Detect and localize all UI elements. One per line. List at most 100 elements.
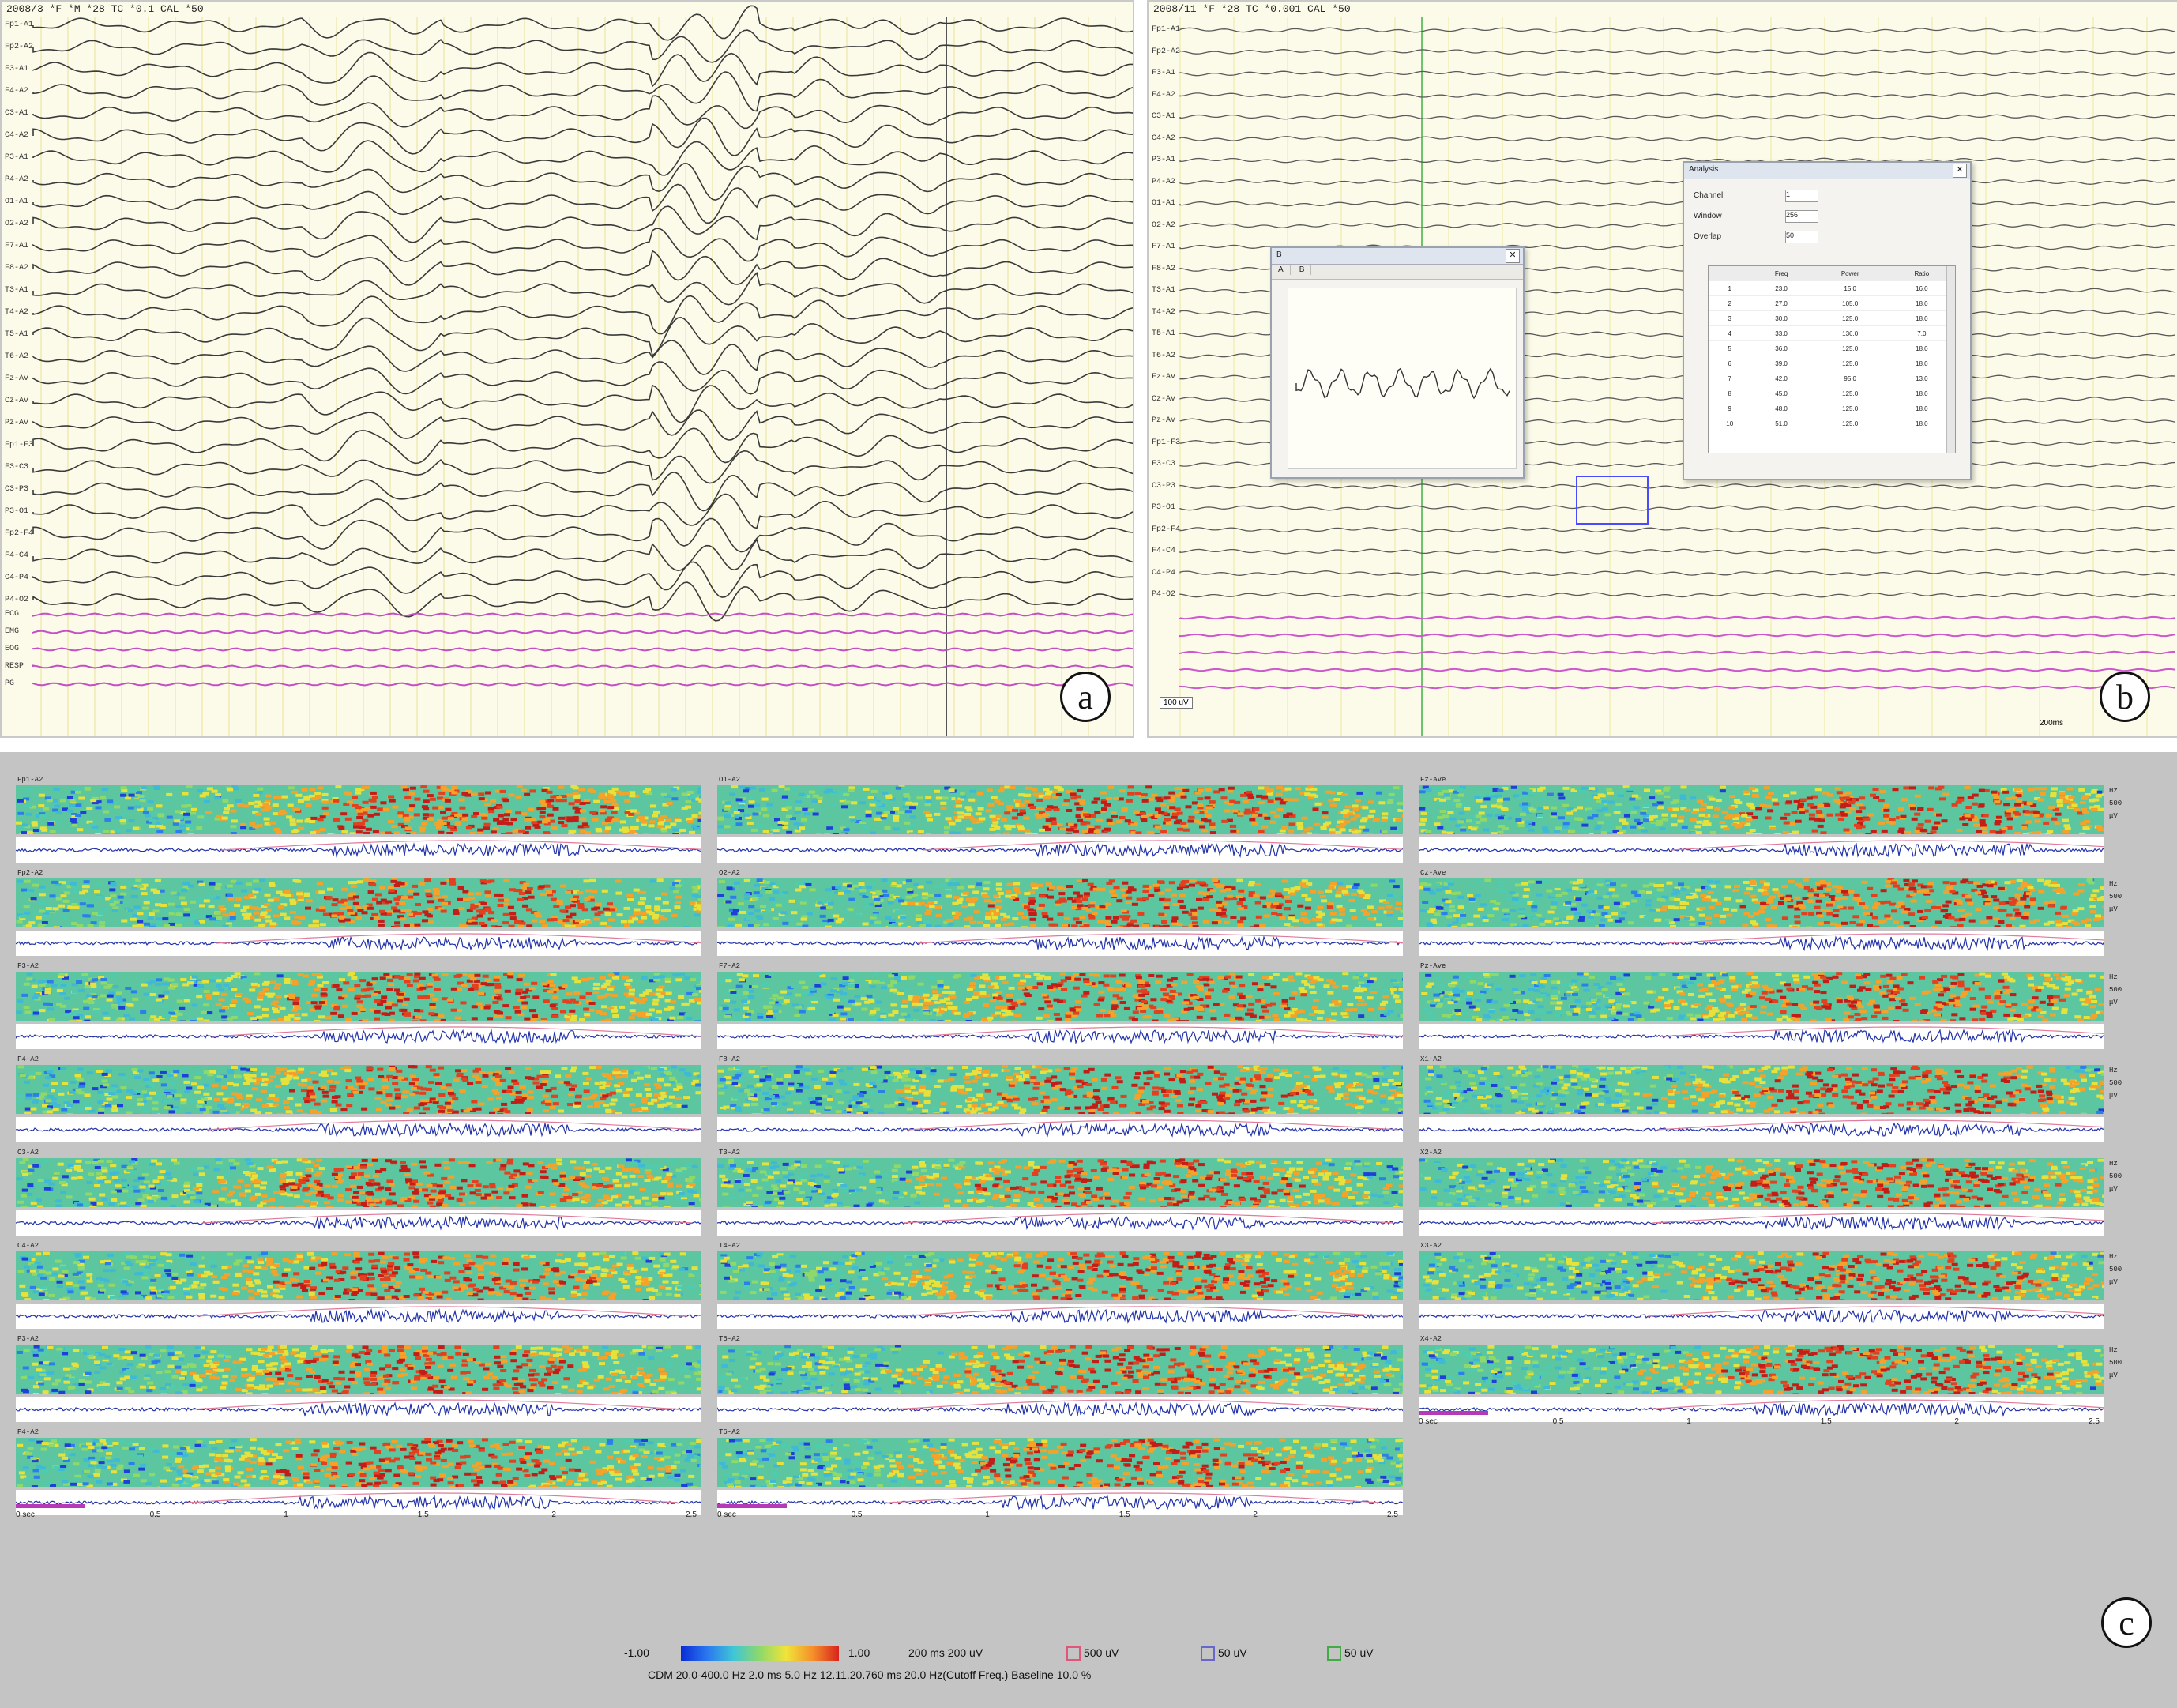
close-icon[interactable]: ✕	[1953, 164, 1967, 178]
table-row[interactable]: 7 42.0 95.0 13.0	[1709, 371, 1955, 386]
time-axis: 0 sec 0.5 1 1.5 2 2.5	[16, 1504, 701, 1525]
panel-b-label: b	[2100, 672, 2150, 722]
waveform-window[interactable]: B ✕ A B	[1270, 246, 1525, 479]
table-cell: 45.0	[1750, 386, 1812, 401]
tf-map-block[interactable]: O2-A2	[717, 869, 1403, 957]
time-tick-label: 1.5	[417, 1510, 429, 1519]
table-row[interactable]: 6 39.0 125.0 18.0	[1709, 356, 1955, 371]
tab-a[interactable]: A	[1272, 265, 1291, 275]
tf-side-label: μV	[2109, 1371, 2118, 1379]
channel-label: F4-C4	[5, 551, 29, 560]
tab-b[interactable]: B	[1293, 265, 1312, 275]
table-header-cell[interactable]: Power	[1811, 266, 1889, 281]
tf-heatmap	[1419, 1158, 2104, 1207]
channel-label: Fp2-F4	[5, 529, 34, 538]
tf-side-label: Hz	[2109, 1253, 2118, 1261]
time-tick-label: 1.5	[1820, 1417, 1832, 1426]
table-row[interactable]: 10 51.0 125.0 18.0	[1709, 416, 1955, 431]
colorbar	[681, 1646, 839, 1661]
table-cell: 6	[1709, 356, 1751, 371]
channel-label: O2-A2	[5, 220, 29, 228]
channel-label: F7-A1	[1152, 243, 1176, 251]
tf-map-block[interactable]: T5-A2	[717, 1335, 1403, 1424]
tf-map-block[interactable]: X1-A2	[1419, 1055, 2104, 1144]
table-header-cell[interactable]: Ratio	[1888, 266, 1955, 281]
channel-label: Fp2-A2	[1152, 47, 1181, 56]
tf-map-block[interactable]: Fz-Ave	[1419, 776, 2104, 864]
table-row[interactable]: 4 33.0 136.0 7.0	[1709, 325, 1955, 341]
tf-map-block[interactable]: X3-A2	[1419, 1242, 2104, 1330]
tf-map-block[interactable]: T6-A2	[717, 1428, 1403, 1517]
eeg-panel-a: 2008/3 *F *M *28 TC *0.1 CAL *50 Fp1-A1 F…	[0, 0, 1134, 738]
tf-channel-label: F7-A2	[719, 962, 741, 970]
tf-map-block[interactable]: T4-A2	[717, 1242, 1403, 1330]
param-field-window[interactable]: 256	[1785, 210, 1818, 223]
tf-map-block[interactable]: Fp2-A2	[16, 869, 701, 957]
table-header-cell[interactable]: Freq	[1750, 266, 1812, 281]
tf-side-label: Hz	[2109, 787, 2118, 795]
panel-c-label: c	[2101, 1597, 2152, 1648]
tf-waveform	[16, 837, 701, 863]
table-row[interactable]: 8 45.0 125.0 18.0	[1709, 386, 1955, 401]
tf-map-block[interactable]: F4-A2	[16, 1055, 701, 1144]
analysis-window[interactable]: Analysis ✕ Channel 1 Window 256 Overlap …	[1683, 161, 1972, 480]
table-cell: 18.0	[1888, 295, 1955, 311]
table-row[interactable]: 2 27.0 105.0 18.0	[1709, 295, 1955, 311]
channel-label: T4-A2	[1152, 307, 1176, 317]
table-row[interactable]: 3 30.0 125.0 18.0	[1709, 310, 1955, 326]
table-row[interactable]: 9 48.0 125.0 18.0	[1709, 401, 1955, 416]
table-row[interactable]: 5 36.0 125.0 18.0	[1709, 340, 1955, 356]
tf-heatmap	[16, 1345, 701, 1394]
channel-label: RESP	[5, 662, 24, 671]
tf-map-block[interactable]: F7-A2	[717, 962, 1403, 1051]
channel-label: O1-A1	[5, 198, 29, 206]
channel-label: T6-A2	[5, 352, 29, 361]
channel-label: T3-A1	[5, 286, 29, 295]
tf-map-block[interactable]: Pz-Ave	[1419, 962, 2104, 1051]
table-row[interactable]: 1 23.0 15.0 16.0	[1709, 280, 1955, 296]
tf-waveform	[1419, 931, 2104, 956]
channel-label: Fp1-A1	[1152, 25, 1181, 34]
channel-label: Cz-Av	[1152, 394, 1176, 404]
time-scale-label: 200ms	[2040, 719, 2064, 728]
channel-label: C4-P4	[1152, 568, 1176, 577]
tf-map-block[interactable]: P3-A2	[16, 1335, 701, 1424]
tf-side-label: Hz	[2109, 880, 2118, 888]
tf-side-label: Hz	[2109, 973, 2118, 981]
analysis-window-titlebar[interactable]: Analysis ✕	[1684, 163, 1970, 179]
selection-rectangle[interactable]	[1576, 476, 1649, 525]
amplitude-scale-box[interactable]: 100 uV	[1160, 697, 1193, 709]
table-cell: 4	[1709, 325, 1751, 341]
param-field-channel[interactable]: 1	[1785, 190, 1818, 202]
param-field-overlap[interactable]: 50	[1785, 231, 1818, 243]
waveform-window-titlebar[interactable]: B ✕	[1272, 248, 1523, 265]
tf-map-block[interactable]: X4-A2	[1419, 1335, 2104, 1424]
tf-side-label: 500	[2109, 1079, 2122, 1087]
table-header-cell[interactable]	[1709, 266, 1751, 281]
tf-map-block[interactable]: F3-A2	[16, 962, 701, 1051]
tf-map-block[interactable]: Fp1-A2	[16, 776, 701, 864]
table-scrollbar[interactable]	[1946, 266, 1955, 453]
channel-label: T3-A1	[1152, 286, 1176, 295]
tf-map-block[interactable]: C4-A2	[16, 1242, 701, 1330]
close-icon[interactable]: ✕	[1506, 249, 1520, 263]
tf-heatmap	[1419, 785, 2104, 834]
tf-map-block[interactable]: O1-A2	[717, 776, 1403, 864]
tf-map-block[interactable]: C3-A2	[16, 1149, 701, 1237]
tf-map-block[interactable]: T3-A2	[717, 1149, 1403, 1237]
tf-map-block[interactable]: X2-A2	[1419, 1149, 2104, 1237]
waveform-tabbar: A B	[1272, 265, 1523, 280]
channel-label: Fp1-F3	[5, 441, 34, 450]
tf-map-block[interactable]: F8-A2	[717, 1055, 1403, 1144]
tf-map-block[interactable]: Cz-Ave	[1419, 869, 2104, 957]
tf-channel-label: O1-A2	[719, 776, 741, 784]
tf-waveform	[1419, 1397, 2104, 1422]
tf-heatmap	[717, 1065, 1403, 1114]
tf-waveform	[1419, 1210, 2104, 1236]
channel-label: C3-A1	[5, 109, 29, 118]
results-table[interactable]: Freq Power Ratio 1 23.0 15.0 16.0 2 27.0 105.0 18…	[1708, 265, 1956, 453]
tf-channel-label: X1-A2	[1420, 1055, 1442, 1063]
channel-label: O1-A1	[1152, 199, 1176, 208]
tf-map-block[interactable]: P4-A2	[16, 1428, 701, 1517]
table-cell: 125.0	[1811, 356, 1889, 371]
